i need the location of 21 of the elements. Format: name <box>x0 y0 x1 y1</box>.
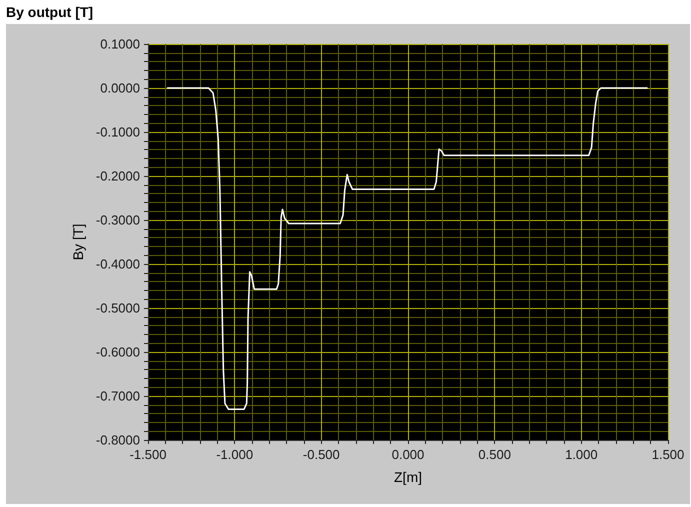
x-tick-label: 0.500 <box>478 447 511 462</box>
x-tick-label: 0.000 <box>392 447 424 462</box>
y-tick-label: -0.2000 <box>96 168 140 184</box>
x-tick-label: 1.000 <box>565 447 598 462</box>
y-tick-label: -0.4000 <box>96 256 140 272</box>
y-tick-label: 0.1000 <box>100 36 140 52</box>
x-tick-label: -1.000 <box>216 447 254 462</box>
x-tick-label: -0.500 <box>302 447 340 462</box>
y-tick-label: -0.7000 <box>96 388 140 404</box>
y-tick-label: -0.5000 <box>96 300 140 316</box>
y-tick-label: -0.8000 <box>96 432 140 448</box>
x-tick-label: -1.500 <box>130 447 166 462</box>
y-axis-title: By [T] <box>70 224 86 260</box>
chart-title: By output [T] <box>6 4 94 20</box>
y-tick-label: -0.6000 <box>96 344 140 360</box>
y-tick-label: 0.0000 <box>100 80 140 96</box>
line-series <box>166 87 648 410</box>
x-axis-title: Z[m] <box>394 469 422 485</box>
x-tick-label: 1.500 <box>652 447 684 462</box>
y-tick-label: -0.3000 <box>96 212 140 228</box>
y-tick-label: -0.1000 <box>96 124 140 140</box>
